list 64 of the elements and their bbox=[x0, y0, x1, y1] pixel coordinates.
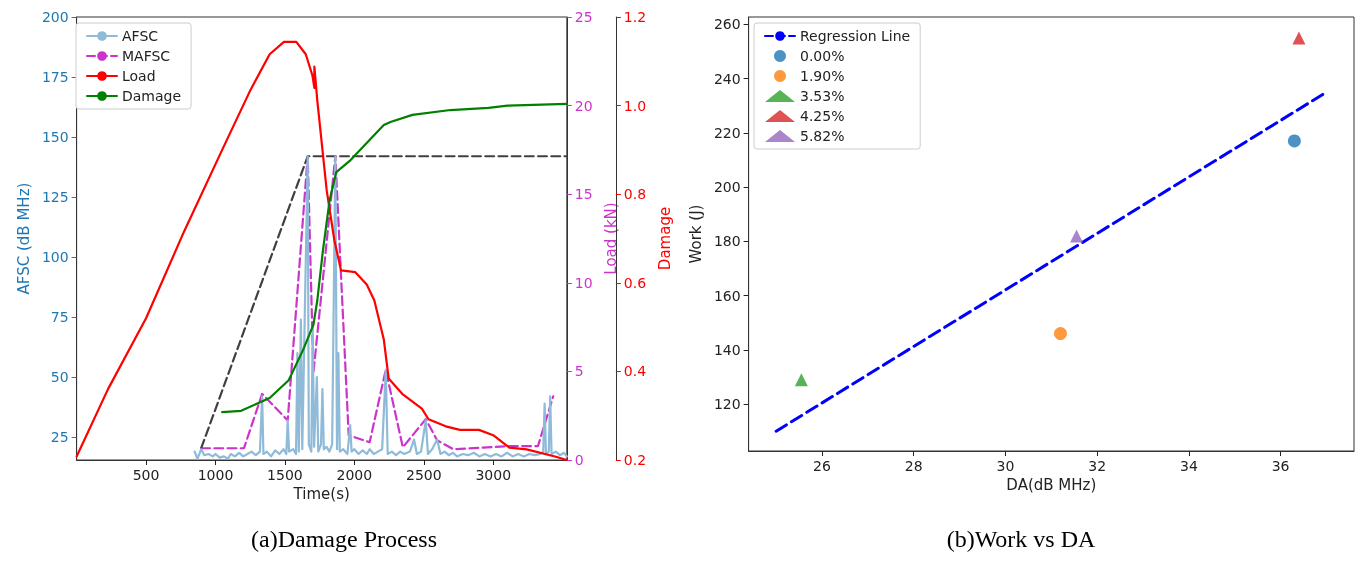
y-axis-title: AFSC (dB MHz) bbox=[14, 182, 33, 295]
legend-label: Damage bbox=[122, 88, 182, 104]
y-tick-label: 160 bbox=[713, 287, 741, 304]
y3-tick-label: 0.2 bbox=[623, 452, 647, 468]
y-tick-label: 100 bbox=[41, 249, 69, 266]
x-tick-label: 1000 bbox=[197, 467, 234, 483]
text: (b)Work vs DA bbox=[946, 526, 1097, 552]
point bbox=[794, 373, 808, 387]
legend-label: Regression Line bbox=[800, 28, 911, 44]
y3-tick-label: 0.6 bbox=[623, 274, 647, 291]
legend-label: MAFSC bbox=[122, 48, 171, 64]
y2-tick-label: 20 bbox=[574, 97, 593, 114]
x-tick-label: 34 bbox=[1179, 458, 1198, 474]
x-axis-title: DA(dB MHz) bbox=[1006, 476, 1097, 495]
point bbox=[1070, 229, 1084, 243]
legend-label: Load bbox=[122, 68, 156, 84]
x-tick-label: 3000 bbox=[475, 467, 512, 483]
y-tick-label: 175 bbox=[41, 69, 69, 86]
y-tick-label: 200 bbox=[41, 9, 69, 25]
y-tick-label: 25 bbox=[50, 429, 69, 446]
x-axis-title: Time(s) bbox=[292, 485, 350, 504]
x-tick-label: 30 bbox=[996, 458, 1015, 474]
y-tick-label: 125 bbox=[41, 189, 69, 206]
legend-label: 5.82% bbox=[800, 128, 845, 144]
y-tick-label: 220 bbox=[713, 124, 741, 141]
x-tick-label: 1500 bbox=[267, 467, 303, 483]
y3-axis-title: Damage bbox=[655, 206, 674, 271]
x-tick-label: 2000 bbox=[336, 467, 373, 483]
y-tick-label: 200 bbox=[713, 179, 741, 196]
y3-tick-label: 0.8 bbox=[623, 186, 647, 203]
y-tick-label: 50 bbox=[50, 369, 69, 386]
point bbox=[1054, 327, 1067, 341]
y3-tick-label: 0.4 bbox=[623, 363, 647, 380]
y3-tick-label: 1.0 bbox=[623, 97, 647, 114]
y-tick-label: 120 bbox=[713, 396, 741, 413]
legend-label: 4.25% bbox=[800, 108, 845, 124]
y-tick-label: 180 bbox=[713, 233, 741, 250]
x-tick-label: 26 bbox=[813, 458, 831, 474]
y-tick-label: 150 bbox=[41, 129, 69, 146]
legend-label: 1.90% bbox=[800, 68, 845, 84]
legend-label: 0.00% bbox=[800, 48, 845, 64]
y-tick-label: 75 bbox=[50, 309, 69, 326]
y-tick-label: 140 bbox=[713, 341, 741, 358]
x-tick-label: 32 bbox=[1088, 458, 1107, 474]
line-series bbox=[221, 102, 568, 414]
point bbox=[1292, 31, 1306, 45]
x-tick-label: 2500 bbox=[405, 467, 442, 483]
x-tick-label: 500 bbox=[132, 467, 160, 483]
y2-tick-label: 25 bbox=[574, 9, 593, 25]
y3-tick-label: 1.2 bbox=[623, 9, 647, 25]
legend-label: AFSC bbox=[122, 28, 159, 44]
y-tick-label: 260 bbox=[713, 16, 741, 33]
text: (a)Damage Process bbox=[251, 526, 437, 552]
x-tick-label: 36 bbox=[1271, 458, 1290, 474]
y-axis-title: Work (J) bbox=[686, 204, 705, 264]
y2-tick-label: 0 bbox=[574, 452, 584, 468]
legend-label: 3.53% bbox=[800, 88, 845, 104]
y-tick-label: 240 bbox=[713, 70, 741, 87]
point bbox=[1287, 134, 1301, 148]
y2-tick-label: 5 bbox=[574, 363, 584, 380]
y2-axis-title: Load (kN) bbox=[602, 202, 621, 275]
x-tick-label: 28 bbox=[904, 458, 923, 474]
y2-tick-label: 10 bbox=[574, 274, 593, 291]
y2-tick-label: 15 bbox=[574, 186, 593, 203]
